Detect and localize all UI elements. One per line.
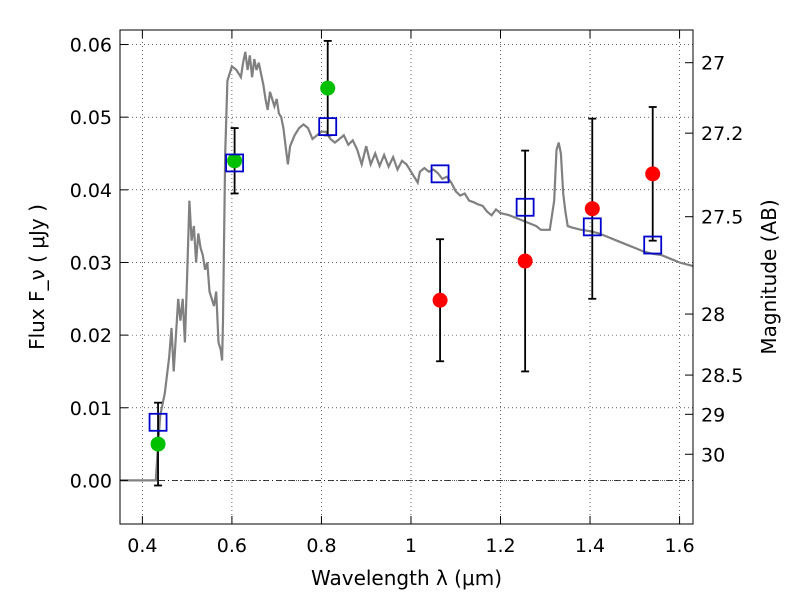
model-band-square — [515, 197, 535, 217]
green-detections — [150, 80, 336, 452]
red-data-point — [517, 253, 533, 269]
model-band-square — [643, 235, 663, 255]
x-tick-label: 1 — [405, 535, 417, 557]
model-band-square — [225, 153, 245, 173]
red-data-point — [584, 201, 600, 217]
y2-tick-label: 27.2 — [701, 123, 743, 145]
error-bars — [154, 39, 657, 487]
green-data-point — [227, 153, 243, 169]
y-tick-label: 0.05 — [70, 107, 112, 129]
model-band-square — [318, 117, 338, 137]
x-tick-label: 0.4 — [127, 535, 157, 557]
axis-ticks: 0.4 0.6 0.8 1 1.2 1.4 1.6 0.00 0.01 0.02 0.03 0.04 0… — [70, 30, 743, 557]
y-axis-label: Flux F_ν ( μJy ) — [25, 204, 49, 350]
y-tick-label: 0.04 — [70, 180, 112, 202]
green-data-point — [320, 80, 336, 96]
y2-tick-label: 29 — [701, 404, 725, 426]
x-tick-label: 0.6 — [217, 535, 247, 557]
model-band-square — [430, 164, 450, 184]
y2-tick-label: 28.5 — [701, 365, 743, 387]
red-measurements — [432, 166, 661, 308]
plot-frame — [119, 29, 694, 525]
y-tick-label: 0.06 — [70, 35, 112, 57]
y2-tick-label: 27 — [701, 53, 725, 75]
model-band-square — [582, 217, 602, 237]
y2-tick-label: 28 — [701, 304, 725, 326]
model-band-fluxes — [148, 117, 663, 432]
y2-tick-label: 30 — [701, 444, 725, 466]
red-data-point — [432, 292, 448, 308]
x-tick-label: 1.4 — [575, 535, 605, 557]
secondary-y-axis-label: Magnitude (AB) — [757, 199, 781, 354]
y-tick-label: 0.00 — [70, 470, 112, 492]
y-tick-label: 0.02 — [70, 325, 112, 347]
x-tick-label: 0.8 — [306, 535, 336, 557]
model-sed-line — [120, 51, 694, 482]
x-tick-label: 1.6 — [664, 535, 694, 557]
model-band-square — [148, 412, 168, 432]
y-tick-label: 0.01 — [70, 398, 112, 420]
red-data-point — [645, 166, 661, 182]
grid — [120, 30, 693, 524]
y-tick-label: 0.03 — [70, 252, 112, 274]
x-axis-label: Wavelength λ (μm) — [311, 566, 502, 590]
y2-tick-label: 27.5 — [701, 207, 743, 229]
x-tick-label: 1.2 — [485, 535, 515, 557]
green-data-point — [150, 436, 166, 452]
